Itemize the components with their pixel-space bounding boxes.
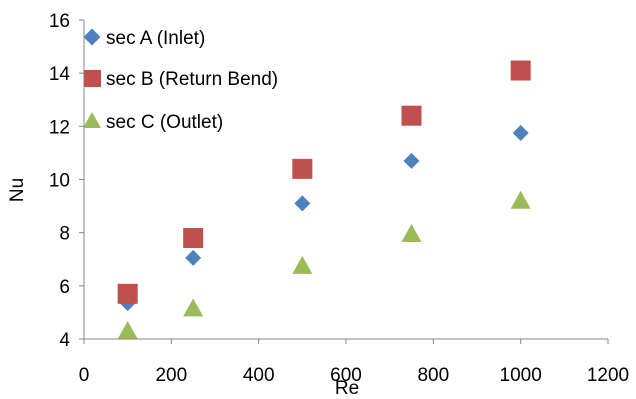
data-point: [512, 124, 529, 141]
data-point: [403, 152, 420, 169]
data-point: [294, 195, 311, 212]
legend-entry-sec-a: sec A (Inlet): [83, 28, 205, 49]
y-tick-label: 12: [49, 117, 70, 138]
x-tick-label: 600: [330, 365, 362, 386]
legend-marker-sec-c: [83, 112, 101, 128]
legend-label-sec-a: sec A (Inlet): [106, 28, 205, 49]
legend-entry-sec-b: sec B (Return Bend): [84, 69, 278, 90]
data-point: [185, 249, 202, 266]
x-tick-label: 1200: [587, 365, 629, 386]
data-point: [510, 60, 531, 81]
y-tick-label: 16: [49, 11, 70, 32]
legend-marker-sec-a: [83, 28, 101, 46]
data-point: [117, 321, 138, 340]
data-point: [183, 227, 204, 248]
x-tick-label: 0: [79, 365, 90, 386]
x-axis-title: Re: [335, 378, 359, 399]
x-tick-label: 800: [417, 365, 449, 386]
series-1: [119, 124, 529, 312]
data-point: [401, 223, 422, 242]
y-tick-label: 10: [49, 171, 70, 192]
legend-label-sec-b: sec B (Return Bend): [106, 69, 278, 90]
data-point: [117, 283, 138, 304]
plot-area: [117, 60, 531, 340]
series-2: [117, 60, 531, 304]
series-3: [117, 190, 531, 340]
data-point: [292, 255, 313, 274]
data-point: [510, 190, 531, 209]
y-axis-title: Nu: [7, 178, 28, 202]
legend: sec A (Inlet) sec B (Return Bend) sec C …: [83, 28, 278, 133]
data-point: [401, 105, 422, 126]
legend-marker-sec-b: [84, 70, 101, 87]
x-tick-label: 1000: [500, 365, 542, 386]
y-tick-label: 8: [59, 224, 70, 245]
data-point: [183, 298, 204, 317]
x-tick-label: 200: [155, 365, 187, 386]
x-tick-label: 400: [243, 365, 275, 386]
legend-label-sec-c: sec C (Outlet): [106, 112, 223, 133]
y-tick-label: 4: [59, 330, 70, 351]
y-tick-label: 6: [59, 277, 70, 298]
y-tick-label: 14: [49, 64, 71, 85]
data-point: [292, 158, 313, 179]
tick-labels: 4 6 8 10 12 14 16 0 200 400 600 800 1000 1200: [49, 11, 629, 386]
legend-entry-sec-c: sec C (Outlet): [83, 112, 223, 133]
